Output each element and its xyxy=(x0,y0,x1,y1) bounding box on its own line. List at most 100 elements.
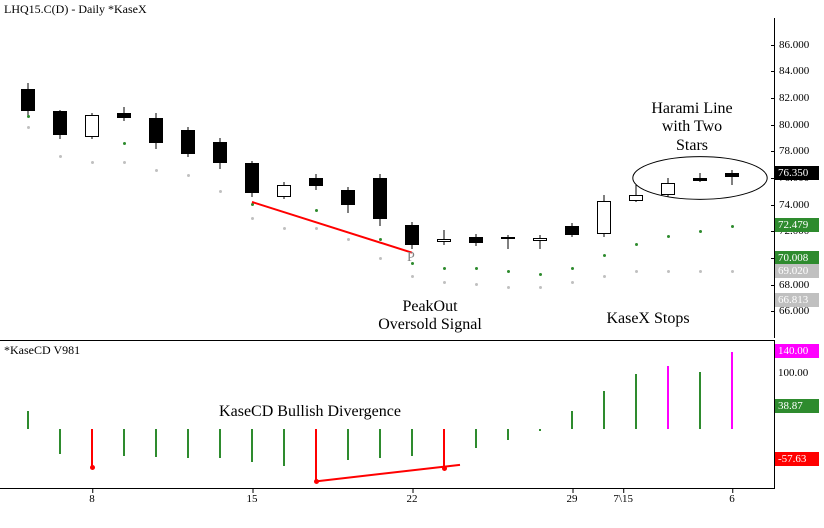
histogram-bar xyxy=(283,429,285,466)
histogram-bar xyxy=(123,429,125,456)
candle xyxy=(245,18,259,338)
stop-dot xyxy=(123,142,126,145)
xtick: 8 xyxy=(89,493,95,505)
stop-dot xyxy=(443,267,446,270)
stop-dot xyxy=(251,217,254,220)
yaxis-main: 66.00068.00070.00072.00074.00076.00078.0… xyxy=(775,18,824,338)
ytick-main: 78.000 xyxy=(775,145,809,157)
ytick-main: 86.000 xyxy=(775,39,809,51)
histogram-bar xyxy=(347,429,349,461)
stop-dot xyxy=(507,286,510,289)
candle xyxy=(405,18,419,338)
stop-dot xyxy=(635,270,638,273)
candle xyxy=(533,18,547,338)
candle xyxy=(309,18,323,338)
histogram-bar xyxy=(91,429,93,467)
candle xyxy=(277,18,291,338)
histogram-bar xyxy=(27,411,29,429)
xtick: 22 xyxy=(407,493,418,505)
stop-dot xyxy=(731,225,734,228)
stop-dot xyxy=(603,254,606,257)
histogram-bar xyxy=(539,429,541,431)
stop-dot xyxy=(571,281,574,284)
stop-dot xyxy=(731,270,734,273)
candle xyxy=(661,18,675,338)
xtick: 15 xyxy=(247,493,258,505)
histogram-bar xyxy=(59,429,61,454)
annotation: PeakOutOversold Signal xyxy=(378,298,482,335)
stop-dot xyxy=(379,257,382,260)
stop-dot xyxy=(635,243,638,246)
ytick-main: 68.000 xyxy=(775,279,809,291)
stop-dot xyxy=(219,190,222,193)
stop-dot xyxy=(59,155,62,158)
xaxis: 81522297\156 xyxy=(0,488,775,528)
xtick: 29 xyxy=(567,493,578,505)
stop-dot xyxy=(315,209,318,212)
chart-title: LHQ15.C(D) - Daily *KaseX xyxy=(4,2,147,17)
stop-dot xyxy=(27,115,30,118)
indicator-title: *KaseCD V981 xyxy=(4,343,80,358)
histogram-bar xyxy=(155,429,157,458)
histogram-bar xyxy=(443,429,445,468)
candle xyxy=(437,18,451,338)
stop-dot xyxy=(315,227,318,230)
price-tag: 72.479 xyxy=(775,218,819,232)
stop-dot xyxy=(411,275,414,278)
stop-dot xyxy=(379,238,382,241)
annotation: KaseX Stops xyxy=(606,310,689,328)
histogram-bar xyxy=(379,429,381,459)
stop-dot xyxy=(667,270,670,273)
candle xyxy=(85,18,99,338)
stop-dot xyxy=(571,267,574,270)
stop-dot xyxy=(603,275,606,278)
stop-dot xyxy=(475,283,478,286)
histogram-bar xyxy=(667,366,669,428)
annotation: P xyxy=(407,250,415,266)
histogram-bar xyxy=(731,352,733,429)
histogram-bar xyxy=(603,391,605,428)
stop-dot xyxy=(699,270,702,273)
stop-dot xyxy=(347,238,350,241)
candle xyxy=(725,18,739,338)
candle xyxy=(597,18,611,338)
indicator-tag: 140.00 xyxy=(775,344,819,358)
candle xyxy=(565,18,579,338)
hist-marker xyxy=(90,465,95,470)
stop-dot xyxy=(443,281,446,284)
stop-dot xyxy=(123,161,126,164)
indicator-tag: -57.63 xyxy=(775,452,819,466)
annotation: Harami Linewith Two Stars xyxy=(651,100,733,155)
histogram-bar xyxy=(635,374,637,429)
candle xyxy=(21,18,35,338)
price-tag: 66.813 xyxy=(775,293,819,307)
yaxis-indicator: 140.00100.0038.87-57.63 xyxy=(775,340,824,488)
histogram-bar xyxy=(315,429,317,482)
candle xyxy=(373,18,387,338)
stop-dot xyxy=(251,203,254,206)
candle xyxy=(213,18,227,338)
stop-dot xyxy=(283,227,286,230)
price-tag: 70.008 xyxy=(775,251,819,265)
stop-dot xyxy=(91,161,94,164)
indicator-panel: *KaseCD V981 KaseCD Bullish Divergence xyxy=(0,340,775,488)
stop-dot xyxy=(699,230,702,233)
histogram-bar xyxy=(699,372,701,429)
candle xyxy=(117,18,131,338)
stop-dot xyxy=(539,286,542,289)
stop-dot xyxy=(507,270,510,273)
candle xyxy=(629,18,643,338)
candle xyxy=(149,18,163,338)
ytick-main: 82.000 xyxy=(775,92,809,104)
stop-dot xyxy=(155,169,158,172)
candle xyxy=(469,18,483,338)
candle xyxy=(693,18,707,338)
price-tag: 69.020 xyxy=(775,264,819,278)
histogram-bar xyxy=(411,429,413,456)
stop-dot xyxy=(539,273,542,276)
candle xyxy=(501,18,515,338)
hist-marker xyxy=(442,466,447,471)
stop-dot xyxy=(187,174,190,177)
xtick: 6 xyxy=(729,493,735,505)
indicator-tag: 100.00 xyxy=(775,366,819,380)
